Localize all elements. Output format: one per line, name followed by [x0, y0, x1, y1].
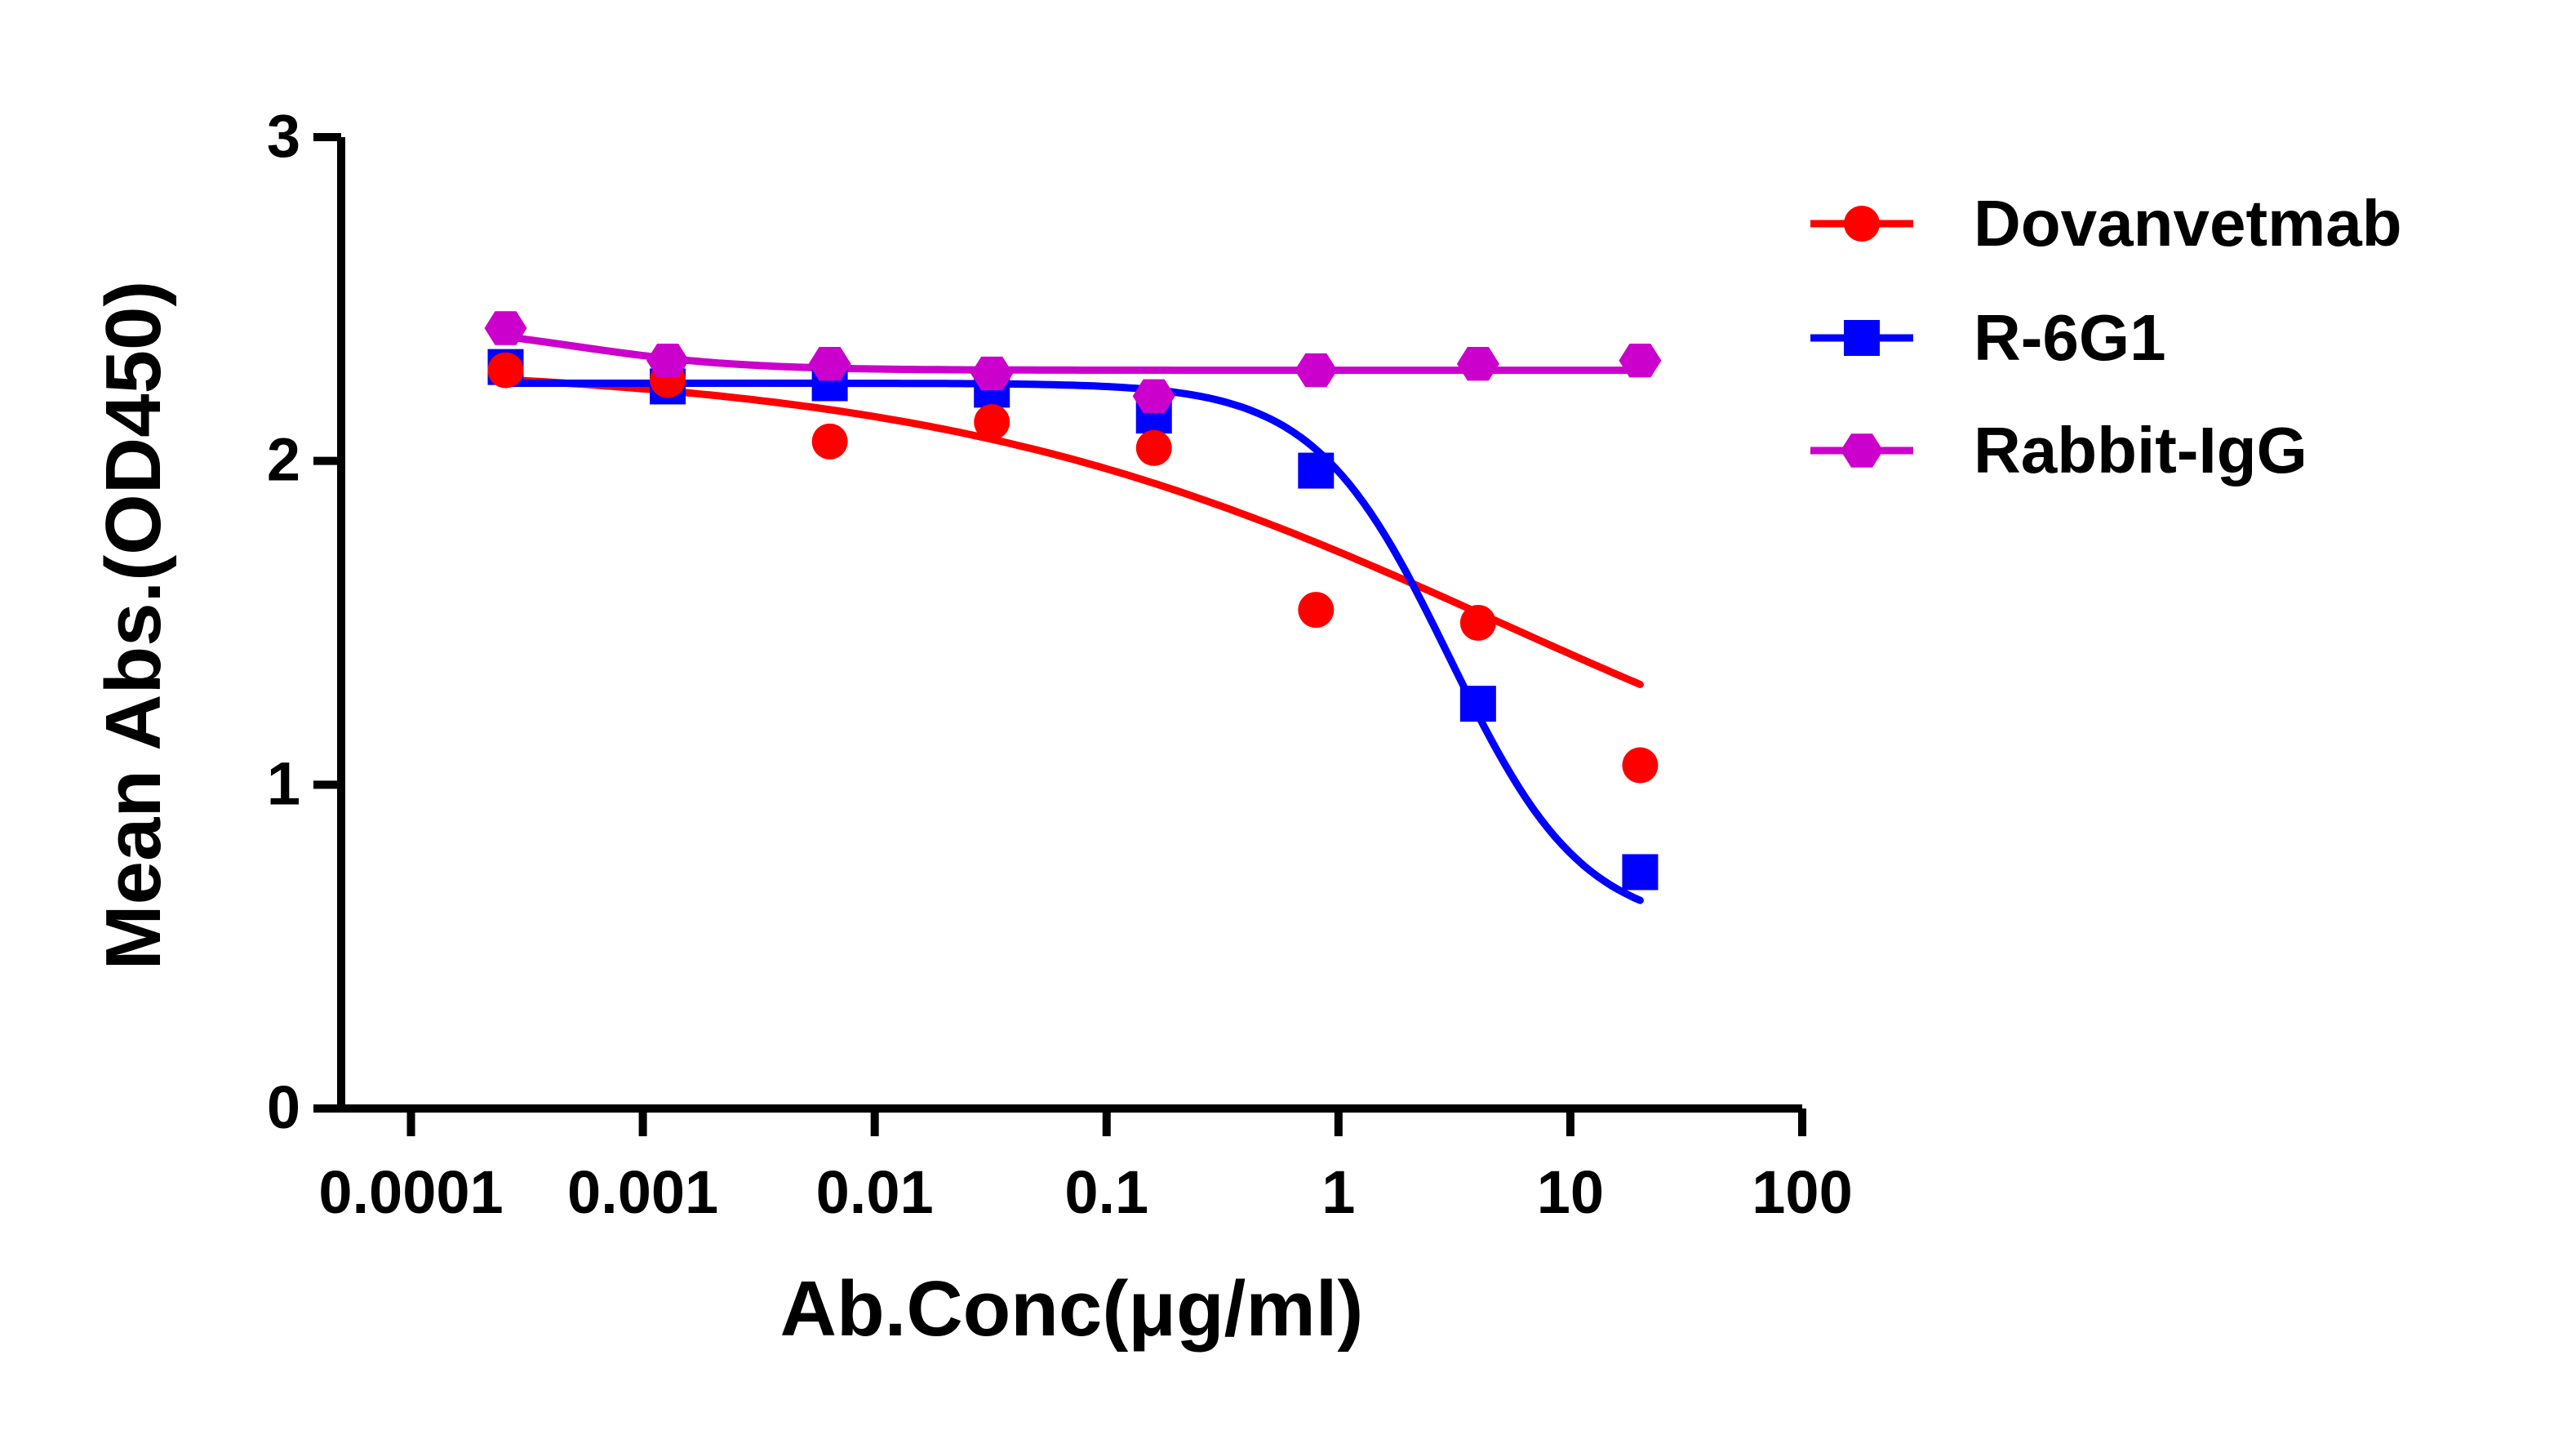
data-point-dovanvetmab	[1622, 747, 1659, 784]
x-tick-label: 1	[1321, 1158, 1355, 1226]
data-point-rabbit-igg	[646, 344, 690, 378]
x-tick-label: 100	[1752, 1158, 1852, 1226]
legend-marker	[1841, 433, 1883, 468]
legend: Dovanvetmab R-6G1 Rabbit-IgG	[1810, 187, 2402, 486]
x-axis-label: Ab.Conc(μg/ml)	[780, 1265, 1364, 1353]
axes: 0 1 2 3 0.0001 0.001 0.01 0.1 1 10 100	[267, 102, 1853, 1226]
y-tick-label: 1	[267, 749, 300, 817]
data-points	[484, 311, 1662, 891]
data-point-dovanvetmab	[1298, 592, 1335, 629]
y-tick-label: 3	[267, 102, 300, 170]
data-point-r-6g1	[1298, 452, 1335, 489]
y-tick-label: 0	[267, 1073, 300, 1141]
y-tick-label: 2	[267, 426, 300, 494]
x-tick-label: 10	[1537, 1158, 1604, 1226]
data-point-rabbit-igg	[1619, 344, 1662, 378]
data-point-dovanvetmab	[1135, 429, 1172, 466]
data-point-rabbit-igg	[1456, 347, 1499, 381]
data-point-dovanvetmab	[811, 423, 848, 460]
fit-curve-r-6g1	[502, 380, 1644, 904]
data-point-r-6g1	[1459, 686, 1496, 722]
data-point-dovanvetmab	[1459, 605, 1496, 641]
legend-label: R-6G1	[1974, 301, 2166, 374]
legend-label: Rabbit-IgG	[1974, 414, 2307, 486]
x-tick-label: 0.001	[567, 1158, 718, 1226]
data-point-dovanvetmab	[487, 352, 524, 389]
legend-label: Dovanvetmab	[1974, 187, 2402, 260]
fit-curve-rabbit-igg	[502, 333, 1644, 375]
data-point-rabbit-igg	[970, 356, 1014, 391]
fit-curve-dovanvetmab	[502, 375, 1644, 688]
fit-curves	[502, 333, 1644, 904]
data-point-r-6g1	[1622, 854, 1659, 891]
data-point-rabbit-igg	[484, 311, 527, 345]
y-axis-label: Mean Abs.(OD450)	[90, 281, 177, 971]
x-tick-label: 0.1	[1064, 1158, 1148, 1226]
data-point-rabbit-igg	[1295, 353, 1338, 388]
legend-marker	[1844, 320, 1880, 356]
data-point-rabbit-igg	[808, 347, 851, 381]
data-point-rabbit-igg	[1132, 379, 1175, 413]
x-tick-label: 0.0001	[318, 1158, 503, 1226]
legend-marker	[1844, 206, 1880, 242]
x-tick-label: 0.01	[816, 1158, 934, 1226]
data-point-dovanvetmab	[974, 404, 1010, 441]
